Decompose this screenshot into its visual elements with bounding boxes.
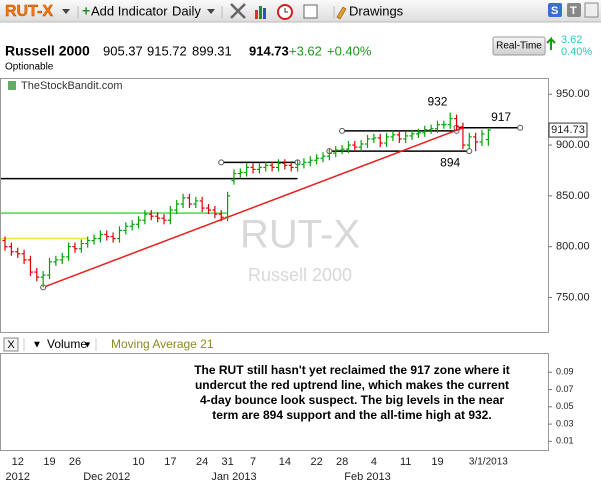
volume-y-tick-label: 0.07: [556, 384, 574, 394]
x-group-label: Dec 2012: [83, 471, 130, 482]
source-icon: [8, 81, 16, 90]
x-group-label: 2012: [5, 471, 29, 482]
level-endpoint: [517, 124, 524, 131]
y-tick-label: 800.00: [556, 241, 590, 253]
close-panel-button[interactable]: [3, 337, 19, 352]
level-endpoint: [466, 148, 473, 155]
quote-high: 915.72: [147, 43, 187, 58]
x-tick-label: 24: [196, 456, 208, 468]
y-tick-label: 950.00: [556, 88, 590, 100]
quote-change-pct: +0.40%: [327, 43, 372, 58]
x-tick-label: 10: [132, 456, 144, 468]
x-tick-label: 17: [164, 456, 176, 468]
y-tick-label: 900.00: [556, 139, 590, 151]
text-glyph: T: [570, 5, 577, 17]
volume-y-tick-label: 0.09: [556, 367, 574, 377]
x-group-label: Feb 2013: [344, 471, 390, 482]
note-line: undercut the red uptrend line, which mak…: [195, 378, 509, 392]
x-tick-label: 22: [311, 456, 323, 468]
trendline: [42, 127, 464, 289]
overlay-title: Moving Average 21: [111, 337, 214, 351]
tools-icon[interactable]: [230, 3, 246, 19]
last-price-label: 914.73: [551, 124, 585, 136]
level-label: 894: [440, 155, 460, 169]
x-tick-label: 19: [431, 456, 443, 468]
x-tick-label: 26: [69, 456, 81, 468]
realtime-label: Real-Time: [496, 41, 542, 52]
level-label: 932: [427, 95, 447, 109]
volume-menu-glyph[interactable]: ▼: [83, 339, 92, 349]
level-label: 917: [491, 110, 511, 124]
alarm-hands: [284, 8, 288, 13]
x-tick-label: 7: [250, 456, 256, 468]
share-glyph: S: [551, 5, 558, 17]
y-tick-label: 850.00: [556, 190, 590, 202]
close-panel-glyph: X: [7, 339, 15, 351]
instrument-name: Russell 2000: [5, 43, 90, 59]
optionable: Optionable: [5, 62, 54, 73]
period[interactable]: Daily: [172, 3, 201, 18]
quote-change: +3.62: [289, 43, 322, 58]
window-icon[interactable]: [584, 2, 599, 18]
realtime-button[interactable]: [492, 36, 546, 56]
quote-open: 905.37: [103, 43, 143, 58]
x-tick-label: 11: [400, 456, 411, 468]
symbol[interactable]: RUT-X: [5, 3, 54, 20]
add-icon[interactable]: +: [82, 3, 90, 19]
volume-title: Volume: [47, 337, 87, 351]
x-tick-label: 31: [221, 456, 233, 468]
level-endpoint: [218, 159, 225, 166]
quote-last: 914.73: [249, 43, 289, 58]
y-tick-label: 750.00: [556, 291, 590, 303]
indicator-icon[interactable]: [255, 6, 266, 19]
note-line: term are 894 support and the all-time hi…: [212, 408, 491, 422]
x-tick-label: 14: [279, 456, 291, 468]
text-icon[interactable]: [567, 3, 581, 17]
watermark-subtitle: Russell 2000: [248, 265, 352, 285]
volume-y-tick-label: 0.05: [556, 401, 574, 411]
rt-change: 3.62: [561, 34, 582, 46]
symbol-dropdown[interactable]: [62, 9, 70, 14]
x-tick-label: 4: [371, 456, 377, 468]
up-arrow: [546, 36, 556, 50]
quote-low: 899.31: [192, 43, 232, 58]
calendar-icon[interactable]: [303, 4, 318, 19]
rt-change-pct: 0.40%: [561, 46, 592, 58]
watermark-title: RUT-X: [240, 213, 360, 257]
pencil-icon[interactable]: [336, 6, 347, 20]
x-group-label: Jan 2013: [211, 471, 256, 482]
period-dropdown[interactable]: [207, 9, 215, 14]
x-tick-label: 3/1/2013: [469, 457, 508, 468]
panel-menu-glyph[interactable]: ▼: [32, 340, 42, 351]
level-endpoint: [339, 127, 346, 134]
toolbar: [0, 0, 601, 22]
source: TheStockBandit.com: [21, 80, 123, 92]
x-tick-label: 28: [336, 456, 348, 468]
add-indicator[interactable]: Add Indicator: [91, 3, 168, 18]
note-line: The RUT still hasn't yet reclaimed the 9…: [194, 363, 510, 377]
x-tick-label: 12: [12, 456, 24, 468]
note-line: 4-day bounce look suspect. The big level…: [200, 393, 504, 407]
x-tick-label: 19: [43, 456, 55, 468]
volume-y-tick-label: 0.03: [556, 418, 574, 428]
volume-panel: [0, 353, 549, 451]
volume-y-tick-label: 0.01: [556, 436, 574, 446]
price-panel: [0, 78, 549, 333]
last-price-box: [548, 122, 588, 138]
share-icon[interactable]: [548, 3, 562, 17]
drawings[interactable]: Drawings: [349, 3, 404, 18]
